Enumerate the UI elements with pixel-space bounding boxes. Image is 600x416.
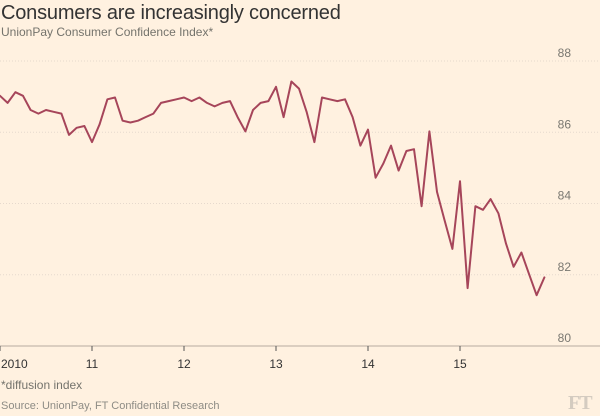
y-tick-label-84: 84 [558, 189, 572, 203]
series-layer [0, 80, 546, 297]
ft-logo: FT [568, 392, 593, 414]
y-tick-label-86: 86 [558, 117, 572, 131]
chart-title: Consumers are increasingly concerned [1, 2, 341, 24]
x-tick-label-12: 12 [177, 357, 191, 371]
y-tick-label-80: 80 [558, 331, 572, 345]
grid-lines [0, 60, 600, 276]
x-tick-label-2010: 2010 [1, 357, 28, 371]
x-tick-label-11: 11 [86, 357, 99, 371]
chart-subtitle: UnionPay Consumer Confidence Index* [1, 25, 214, 39]
x-tick-label-13: 13 [269, 357, 283, 371]
footnote: *diffusion index [1, 378, 83, 392]
y-tick-label-88: 88 [558, 46, 572, 60]
source-note: Source: UnionPay, FT Confidential Resear… [1, 400, 220, 412]
y-axis-tick-labels: 80 82 84 86 88 [558, 46, 572, 345]
y-tick-label-82: 82 [558, 260, 572, 274]
x-axis: 2010 11 12 13 14 15 [0, 345, 600, 371]
x-tick-label-15: 15 [453, 357, 467, 371]
series-line-0 [0, 80, 546, 297]
x-tick-label-14: 14 [361, 357, 375, 371]
